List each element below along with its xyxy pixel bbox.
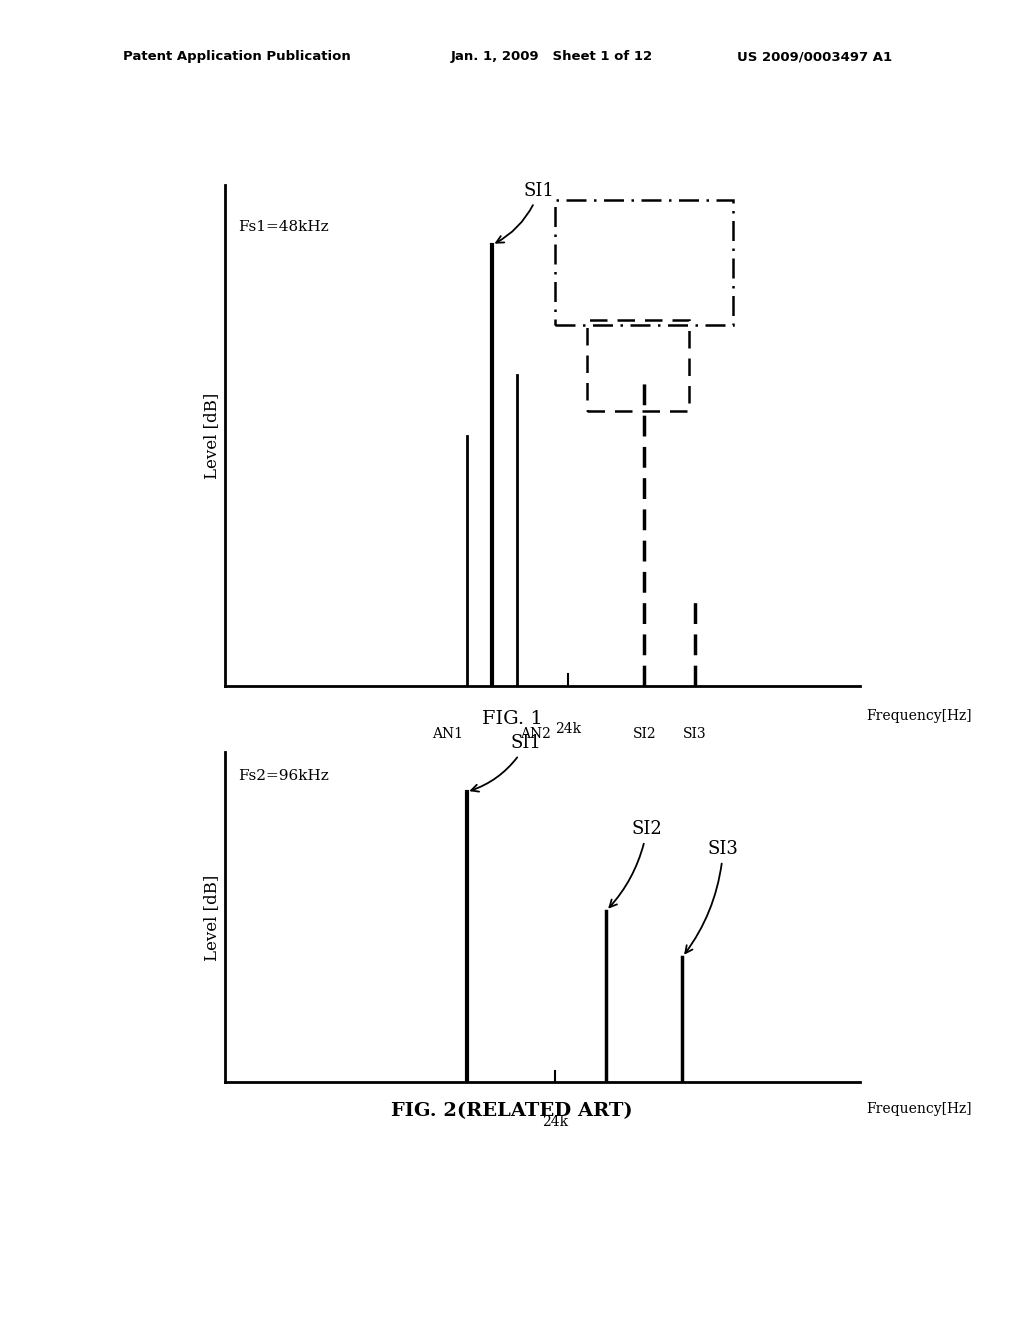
- Text: Fs2=96kHz: Fs2=96kHz: [238, 768, 329, 783]
- Text: SI1: SI1: [471, 734, 542, 792]
- Text: 24k: 24k: [543, 1115, 568, 1130]
- Text: Frequency[Hz]: Frequency[Hz]: [866, 1102, 972, 1115]
- Text: Jan. 1, 2009   Sheet 1 of 12: Jan. 1, 2009 Sheet 1 of 12: [451, 50, 652, 63]
- Text: FIG. 2(RELATED ART): FIG. 2(RELATED ART): [391, 1102, 633, 1121]
- Text: AN1: AN1: [432, 726, 463, 741]
- Text: US 2009/0003497 A1: US 2009/0003497 A1: [737, 50, 892, 63]
- Bar: [587, 321, 689, 411]
- Y-axis label: Level [dB]: Level [dB]: [203, 874, 220, 961]
- Text: FIG. 1: FIG. 1: [481, 710, 543, 729]
- Text: AN2: AN2: [520, 726, 551, 741]
- Y-axis label: Level [dB]: Level [dB]: [203, 392, 220, 479]
- Text: SI1: SI1: [497, 182, 555, 243]
- Bar: [555, 199, 733, 325]
- Text: SI2: SI2: [633, 726, 656, 741]
- Text: Frequency[Hz]: Frequency[Hz]: [866, 709, 972, 723]
- Text: SI2: SI2: [609, 820, 663, 907]
- Text: Fs1=48kHz: Fs1=48kHz: [238, 220, 329, 234]
- Text: SI3: SI3: [683, 726, 707, 741]
- Text: 24k: 24k: [555, 722, 582, 735]
- Text: SI3: SI3: [685, 840, 738, 953]
- Text: Patent Application Publication: Patent Application Publication: [123, 50, 350, 63]
